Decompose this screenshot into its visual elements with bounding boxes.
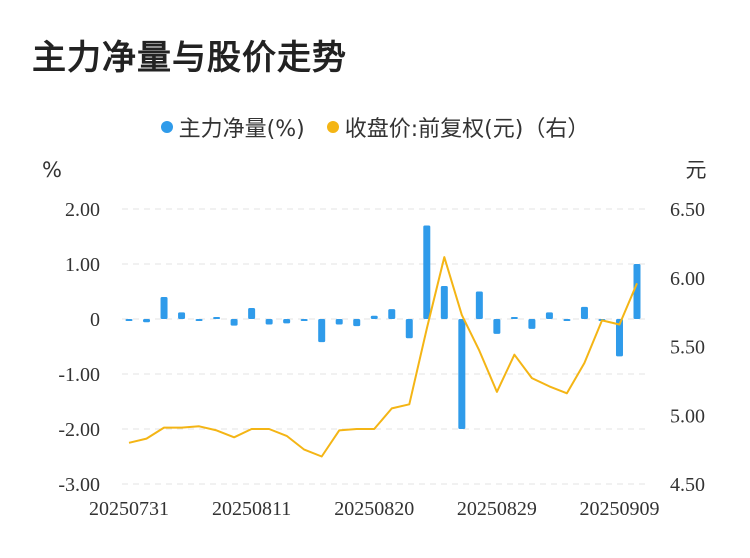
grid-lines	[122, 208, 645, 485]
left-axis-unit: %	[42, 158, 62, 182]
bar	[458, 319, 466, 429]
right-tick-label: 4.50	[670, 474, 705, 496]
left-tick-label: 1.00	[65, 254, 100, 276]
bar	[248, 308, 256, 319]
legend-item-net-volume[interactable]: 主力净量(%)	[160, 111, 305, 143]
legend-line-label: 收盘价:前复权(元)（右）	[344, 117, 590, 142]
bar	[615, 319, 623, 357]
left-tick-label: -1.00	[58, 364, 100, 386]
legend-item-close-price[interactable]: 收盘价:前复权(元)（右）	[326, 111, 590, 143]
bar	[160, 297, 168, 319]
bar	[493, 319, 501, 334]
left-tick-label: -3.00	[58, 474, 100, 496]
bar	[580, 306, 588, 319]
price-line	[128, 256, 638, 458]
bar	[545, 312, 553, 319]
legend-bar-label: 主力净量(%)	[178, 117, 305, 142]
x-tick-label: 20250731	[89, 498, 169, 520]
left-tick-label: 0	[90, 309, 100, 331]
right-axis-unit: 元	[686, 158, 707, 182]
bar	[178, 312, 186, 319]
bar	[213, 317, 221, 319]
x-tick-label: 20250829	[457, 498, 537, 520]
bar	[335, 319, 343, 325]
chart-title: 主力净量与股价走势	[32, 38, 347, 78]
bar	[318, 319, 326, 343]
bar	[125, 319, 133, 321]
bar	[563, 319, 571, 321]
bar	[195, 319, 203, 321]
bar	[370, 315, 378, 319]
right-tick-label: 5.00	[670, 405, 705, 427]
bar	[475, 291, 483, 319]
bar	[388, 309, 396, 319]
bar	[230, 319, 238, 326]
bar	[265, 319, 273, 325]
legend: 主力净量(%) 收盘价:前复权(元)（右）	[0, 111, 750, 143]
bar	[405, 319, 413, 339]
right-tick-label: 6.00	[670, 268, 705, 290]
left-axis-ticks: 2.00 1.00 0 -1.00 -2.00 -3.00	[58, 199, 100, 496]
bar	[143, 319, 151, 323]
left-tick-label: 2.00	[65, 199, 100, 221]
bar	[440, 286, 448, 319]
x-tick-label: 20250811	[212, 498, 291, 520]
bar-series	[125, 225, 641, 429]
legend-line-marker-icon	[326, 121, 339, 133]
bar	[528, 319, 536, 329]
x-tick-label: 20250909	[579, 498, 659, 520]
bar	[510, 317, 518, 319]
x-tick-label: 20250820	[334, 498, 414, 520]
right-axis-ticks: 6.50 6.00 5.50 5.00 4.50	[670, 199, 705, 496]
right-tick-label: 5.50	[670, 337, 705, 359]
bar	[300, 319, 308, 321]
legend-bar-marker-icon	[160, 121, 173, 133]
left-tick-label: -2.00	[58, 419, 100, 441]
x-axis-ticks: 20250731 20250811 20250820 20250829 20250909	[89, 498, 659, 520]
right-tick-label: 6.50	[670, 199, 705, 221]
bar	[423, 225, 431, 319]
bar	[283, 319, 291, 324]
line-series	[128, 256, 638, 458]
bar	[353, 319, 361, 327]
bar	[633, 264, 641, 319]
